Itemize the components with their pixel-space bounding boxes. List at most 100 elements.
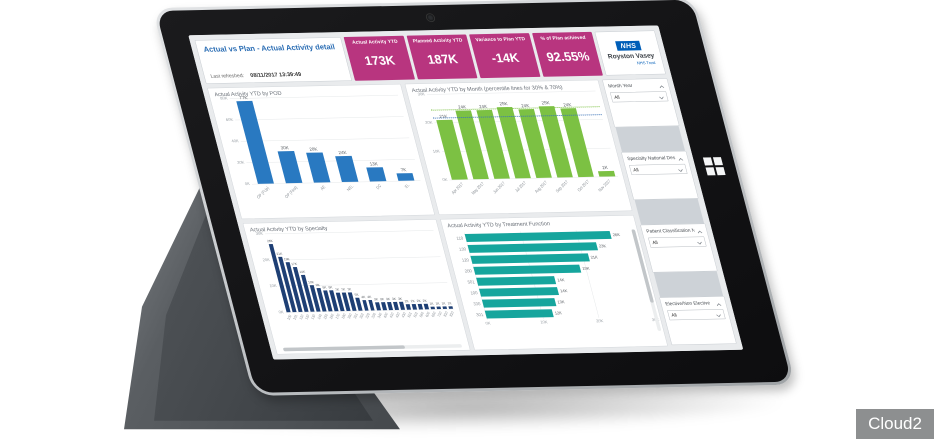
collapse-chevron-icon[interactable] <box>696 228 703 234</box>
bar[interactable] <box>366 167 387 182</box>
scrollbar-thumb[interactable] <box>282 345 406 352</box>
x-axis: 100 101 110 120 130 140 150 160 170 180 300 301 302 3… <box>286 309 460 333</box>
y-tick-label: 20K <box>236 160 245 165</box>
kpi-value: 173K <box>363 53 397 69</box>
filter-panel: Month Year All <box>602 78 737 346</box>
bar-value-label: 24K <box>337 150 348 156</box>
plot-area: 21K 24K 24K 25K 24K 25K 24K 2K <box>426 90 618 181</box>
bar-value-label: 14K <box>298 270 306 275</box>
gridline <box>587 273 591 285</box>
plot-area: 110 26K 130 23K 120 21K 200 19K 501 14K 100 14K 330 1… <box>448 226 660 327</box>
x-tick-label: 101 <box>293 314 299 321</box>
bar-value-label: 12K <box>554 310 563 316</box>
tablet-bezel: Actual vs Plan - Actual Activity detail … <box>155 0 792 393</box>
x-tick-label: DC <box>375 183 383 191</box>
x-tick-label: 330 <box>371 312 377 320</box>
dashboard: Actual vs Plan - Actual Activity detail … <box>188 25 744 360</box>
filter-dropdown[interactable]: All <box>648 236 707 248</box>
filter-spacer <box>615 125 686 153</box>
bar[interactable] <box>277 150 303 184</box>
dashboard-header: Actual vs Plan - Actual Activity detail … <box>194 30 666 84</box>
y-category-label: 120 <box>461 257 470 263</box>
x-tick-label: May 2017 <box>470 181 486 196</box>
x-tick-label: 160 <box>329 313 335 321</box>
gridline <box>593 295 597 307</box>
filter-label: Specialty National Des... <box>626 155 677 162</box>
gridline <box>235 116 404 121</box>
filter-dropdown[interactable]: All <box>667 309 726 321</box>
gridline <box>271 256 441 261</box>
bar[interactable] <box>481 298 557 308</box>
trust-suffix: NHS Trust <box>636 60 656 66</box>
x-tick-label: 180 <box>341 313 347 320</box>
x-axis: OP (FUp) OP (First) AE NEL DC EL <box>252 180 427 207</box>
x-tick-label: 170 <box>335 313 341 320</box>
bar-value-label: 2K <box>601 164 609 170</box>
x-tick-label: Jun 2017 <box>492 180 507 195</box>
y-category-label: 130 <box>458 246 467 252</box>
bar[interactable] <box>306 152 331 183</box>
x-tick-label: Oct 2017 <box>576 178 591 193</box>
filter-spacer <box>634 198 705 225</box>
x-tick-label: 320 <box>365 312 371 320</box>
tablet: Actual vs Plan - Actual Activity detail … <box>152 0 796 396</box>
x-tick-label: Nov 2017 <box>597 178 612 193</box>
kpi-planned-activity: Planned Activity YTD 187K <box>406 34 478 80</box>
y-tick-label: 10K <box>432 148 441 154</box>
collapse-chevron-icon[interactable] <box>658 83 665 88</box>
gridline <box>595 306 600 318</box>
x-tick-label: 120 <box>305 313 311 321</box>
x-tick-label: 810 <box>443 310 449 318</box>
bar[interactable] <box>484 309 554 319</box>
bar[interactable] <box>392 302 399 310</box>
windows-logo-icon[interactable] <box>702 157 726 176</box>
x-tick-label: 340 <box>377 312 383 320</box>
collapse-chevron-icon[interactable] <box>715 300 722 306</box>
collapse-chevron-icon[interactable] <box>677 155 684 161</box>
bar[interactable] <box>374 302 381 311</box>
dropdown-chevron-icon <box>696 239 703 245</box>
y-category-label: 200 <box>464 268 473 274</box>
x-tick-label: 430 <box>401 311 407 319</box>
filter-spacer <box>653 271 724 298</box>
bar[interactable] <box>386 302 393 311</box>
x-tick-label: 410 <box>389 312 395 319</box>
x-tick-label: 502 <box>413 311 419 319</box>
charts-grid: Actual Activity YTD by POD 0K 20K 40K 60K 80… <box>207 79 668 355</box>
brand-badge: Cloud2 <box>856 409 934 439</box>
x-tick-label: 301 <box>353 312 359 320</box>
x-tick-label: EL <box>403 182 411 190</box>
filter-dropdown[interactable]: All <box>628 163 688 175</box>
bar-value-label: 26K <box>266 239 274 244</box>
last-refreshed-value: 08/11/2017 13:39:49 <box>249 71 302 79</box>
horizontal-scrollbar[interactable] <box>282 344 463 352</box>
x-tick-label: 820 <box>449 310 455 318</box>
bar[interactable] <box>380 302 387 311</box>
chart-specialty: Actual Activity YTD by Specialty 0K 10K 20… <box>242 219 471 355</box>
x-axis: Apr 2017 May 2017 Jun 2017 Jul 2017 Aug 2017… <box>449 176 624 203</box>
chart-treatment: Actual Activity YTD by Treatment Functio… <box>440 214 668 351</box>
x-tick-label: Sep 2017 <box>554 179 570 194</box>
bar-value-label: 7K <box>400 167 407 173</box>
bar-value-label: 17K <box>290 262 298 267</box>
bar-value-label: 14K <box>559 288 568 294</box>
x-tick-label: 0K <box>485 320 492 326</box>
bar[interactable] <box>478 287 560 297</box>
dropdown-chevron-icon <box>715 312 722 318</box>
gridline <box>240 137 410 142</box>
y-category-label: 100 <box>469 290 479 296</box>
bar[interactable] <box>476 276 557 286</box>
filter-specialty: Specialty National Des... All <box>621 150 699 200</box>
y-tick-label: 0K <box>441 177 448 182</box>
chart-month: Actual Activity YTD by Month (percentile… <box>404 79 633 216</box>
kpi-value: -14K <box>489 50 521 66</box>
filter-label: Month Year <box>607 82 634 89</box>
bar-value-label: 21K <box>276 252 283 257</box>
camera-icon <box>426 14 435 22</box>
kpi-actual-activity: Actual Activity YTD 173K <box>343 35 415 81</box>
filter-dropdown[interactable]: All <box>609 91 669 103</box>
x-tick-label: 140 <box>317 313 323 321</box>
trust-name: Royston Vasey <box>606 51 656 60</box>
bar[interactable] <box>473 264 582 275</box>
x-tick-label: 600 <box>425 311 431 319</box>
